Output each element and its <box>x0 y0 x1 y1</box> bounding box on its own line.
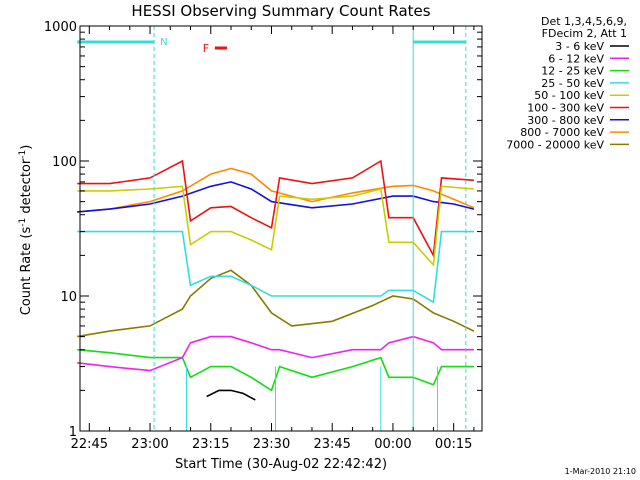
y-axis-label-mid: detector <box>19 158 34 218</box>
series-line-1 <box>77 335 474 372</box>
legend-label: 100 - 300 keV <box>527 102 604 115</box>
x-tick-label: 00:15 <box>435 437 472 452</box>
flare-flag-label: F <box>203 42 209 55</box>
y-tick-label: 1 <box>69 425 77 440</box>
series-line-4 <box>77 185 474 267</box>
legend-header: Det 1,3,4,5,6,9,FDecim 2, Att 1 <box>541 15 627 40</box>
legend-header-line: Det 1,3,4,5,6,9, <box>541 15 627 28</box>
night-flag-label: N <box>160 37 167 48</box>
chart-title: HESSI Observing Summary Count Rates <box>131 2 430 20</box>
x-tick-label: 23:45 <box>313 437 350 452</box>
legend-label: 3 - 6 keV <box>555 40 604 53</box>
legend-label: 6 - 12 keV <box>548 52 604 65</box>
legend-header-line: FDecim 2, Att 1 <box>542 27 627 40</box>
legend-label: 12 - 25 keV <box>541 65 604 78</box>
series-line-8 <box>77 269 475 338</box>
y-axis-label-main: Count Rate (s <box>19 227 34 316</box>
plot-frame <box>79 25 483 432</box>
series-line-0 <box>206 389 256 401</box>
footer-date: 1-Mar-2010 21:10 <box>565 467 636 476</box>
series-line-3 <box>77 230 474 304</box>
legend-label: 300 - 800 keV <box>527 114 604 127</box>
series-line-6 <box>77 181 475 213</box>
x-tick-label: 23:00 <box>131 437 168 452</box>
axes-layer: 22:45 23:00 23:15 23:30 23:45 00:00 00:15 1 10 10… <box>44 20 482 452</box>
y-axis-label-sup1: -1 <box>18 218 28 227</box>
legend-label: 25 - 50 keV <box>541 77 604 90</box>
x-axis-label: Start Time (30-Aug-02 22:42:42) <box>175 457 387 472</box>
legend-label: 7000 - 20000 keV <box>506 138 604 151</box>
series-line-7 <box>77 167 475 213</box>
y-tick-label: 10 <box>60 290 77 305</box>
series-layer <box>77 159 475 401</box>
x-tick-label: 23:30 <box>253 437 290 452</box>
x-tick-label: 00:00 <box>374 437 411 452</box>
x-tick-label: 23:15 <box>192 437 229 452</box>
series-line-5 <box>77 159 474 259</box>
y-axis-label-sup2: -1 <box>18 150 28 159</box>
y-axis-label: Count Rate (s-1 detector-1) <box>18 145 34 316</box>
y-tick-label: 1000 <box>44 20 77 35</box>
y-axis-label-end: ) <box>19 145 34 150</box>
x-tick-label: 22:45 <box>71 437 108 452</box>
legend-label: 800 - 7000 keV <box>520 126 604 139</box>
y-tick-label: 100 <box>52 155 77 170</box>
legend-label: 50 - 100 keV <box>534 89 604 102</box>
